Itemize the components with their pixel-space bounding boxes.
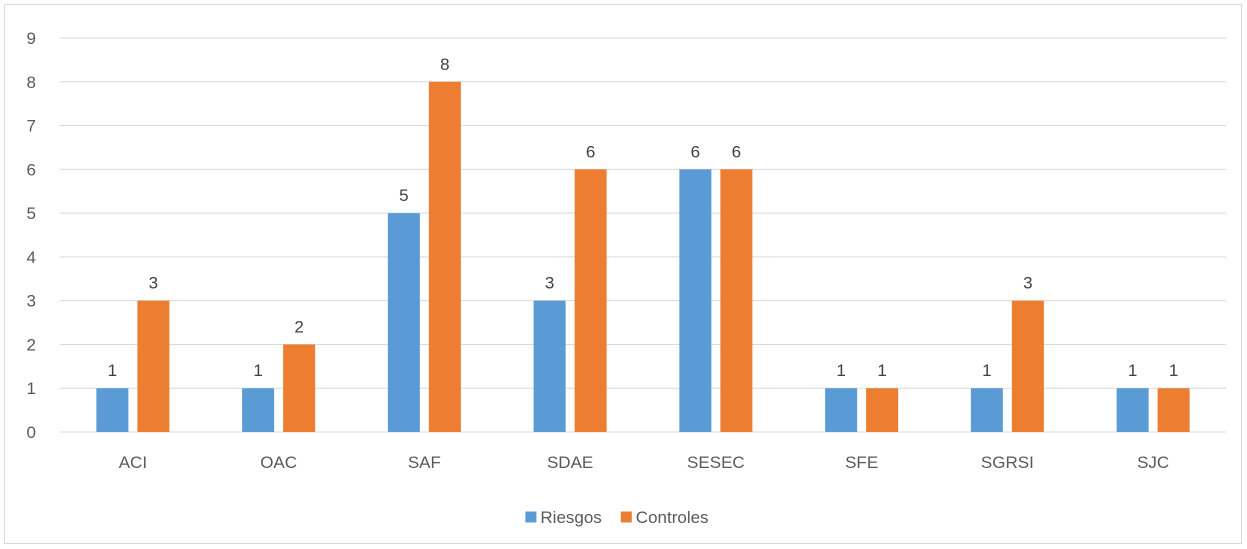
x-tick-label-oac: OAC xyxy=(260,453,297,472)
x-tick-label-saf: SAF xyxy=(408,453,441,472)
bar-controles-sjc xyxy=(1157,388,1190,432)
y-tick-label: 6 xyxy=(27,160,36,179)
x-tick-label-sdae: SDAE xyxy=(547,453,593,472)
legend-swatch-controles xyxy=(620,511,632,523)
data-label-riesgos-aci: 1 xyxy=(108,361,117,380)
data-label-riesgos-sesec: 6 xyxy=(691,142,700,161)
bar-riesgos-sgrsi xyxy=(970,388,1003,432)
data-label-controles-aci: 3 xyxy=(149,274,158,293)
data-label-controles-sdae: 6 xyxy=(586,142,595,161)
bar-riesgos-sdae xyxy=(533,300,566,432)
data-label-riesgos-sjc: 1 xyxy=(1128,361,1137,380)
bars xyxy=(96,81,1190,433)
data-label-controles-sjc: 1 xyxy=(1169,361,1178,380)
y-tick-label: 8 xyxy=(27,73,36,92)
bar-controles-saf xyxy=(428,81,461,433)
y-tick-label: 2 xyxy=(27,335,36,354)
y-tick-label: 1 xyxy=(27,379,36,398)
data-label-riesgos-sdae: 3 xyxy=(545,274,554,293)
legend: Riesgos Controles xyxy=(525,508,709,527)
bar-controles-sgrsi xyxy=(1011,300,1044,432)
bar-riesgos-sfe xyxy=(825,388,858,432)
data-label-riesgos-sgrsi: 1 xyxy=(982,361,991,380)
data-label-controles-sfe: 1 xyxy=(877,361,886,380)
bar-controles-sfe xyxy=(866,388,899,432)
data-label-riesgos-oac: 1 xyxy=(253,361,262,380)
y-axis-tick-labels: 0 1 2 3 4 5 6 7 8 9 xyxy=(27,29,36,442)
bar-controles-sesec xyxy=(720,169,753,433)
data-label-riesgos-saf: 5 xyxy=(399,186,408,205)
bar-riesgos-sesec xyxy=(679,169,712,433)
legend-swatch-riesgos xyxy=(525,511,537,523)
legend-label-riesgos: Riesgos xyxy=(540,508,601,527)
bar-riesgos-sjc xyxy=(1116,388,1149,432)
gridlines xyxy=(60,37,1226,433)
data-label-controles-oac: 2 xyxy=(294,317,303,336)
data-label-riesgos-sfe: 1 xyxy=(836,361,845,380)
y-tick-label: 9 xyxy=(27,29,36,48)
bar-riesgos-oac xyxy=(242,388,275,432)
y-tick-label: 3 xyxy=(27,292,36,311)
x-axis-tick-labels: ACI OAC SAF SDAE SESEC SFE SGRSI SJC xyxy=(119,453,1169,472)
x-tick-label-sesec: SESEC xyxy=(687,453,745,472)
chart-area xyxy=(4,4,1242,544)
data-label-controles-saf: 8 xyxy=(440,55,449,74)
y-tick-label: 5 xyxy=(27,204,36,223)
data-label-controles-sesec: 6 xyxy=(732,142,741,161)
bar-riesgos-aci xyxy=(96,388,129,432)
bar-riesgos-saf xyxy=(387,213,420,432)
legend-label-controles: Controles xyxy=(636,508,709,527)
data-labels: 1 3 1 2 5 8 3 6 6 6 1 1 1 3 1 1 xyxy=(108,55,1179,380)
y-tick-label: 4 xyxy=(27,248,36,267)
bar-controles-sdae xyxy=(574,169,607,433)
data-label-controles-sgrsi: 3 xyxy=(1023,274,1032,293)
bar-controles-aci xyxy=(137,300,170,432)
bar-controles-oac xyxy=(283,344,316,432)
x-tick-label-sjc: SJC xyxy=(1137,453,1169,472)
x-tick-label-sgrsi: SGRSI xyxy=(981,453,1034,472)
y-tick-label: 7 xyxy=(27,117,36,136)
x-tick-label-sfe: SFE xyxy=(845,453,878,472)
y-tick-label: 0 xyxy=(27,423,36,442)
x-tick-label-aci: ACI xyxy=(119,453,147,472)
